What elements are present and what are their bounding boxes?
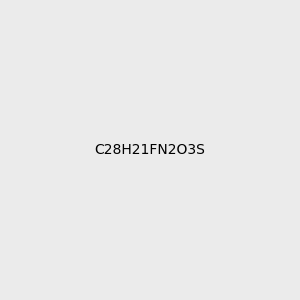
Text: C28H21FN2O3S: C28H21FN2O3S — [94, 143, 206, 157]
